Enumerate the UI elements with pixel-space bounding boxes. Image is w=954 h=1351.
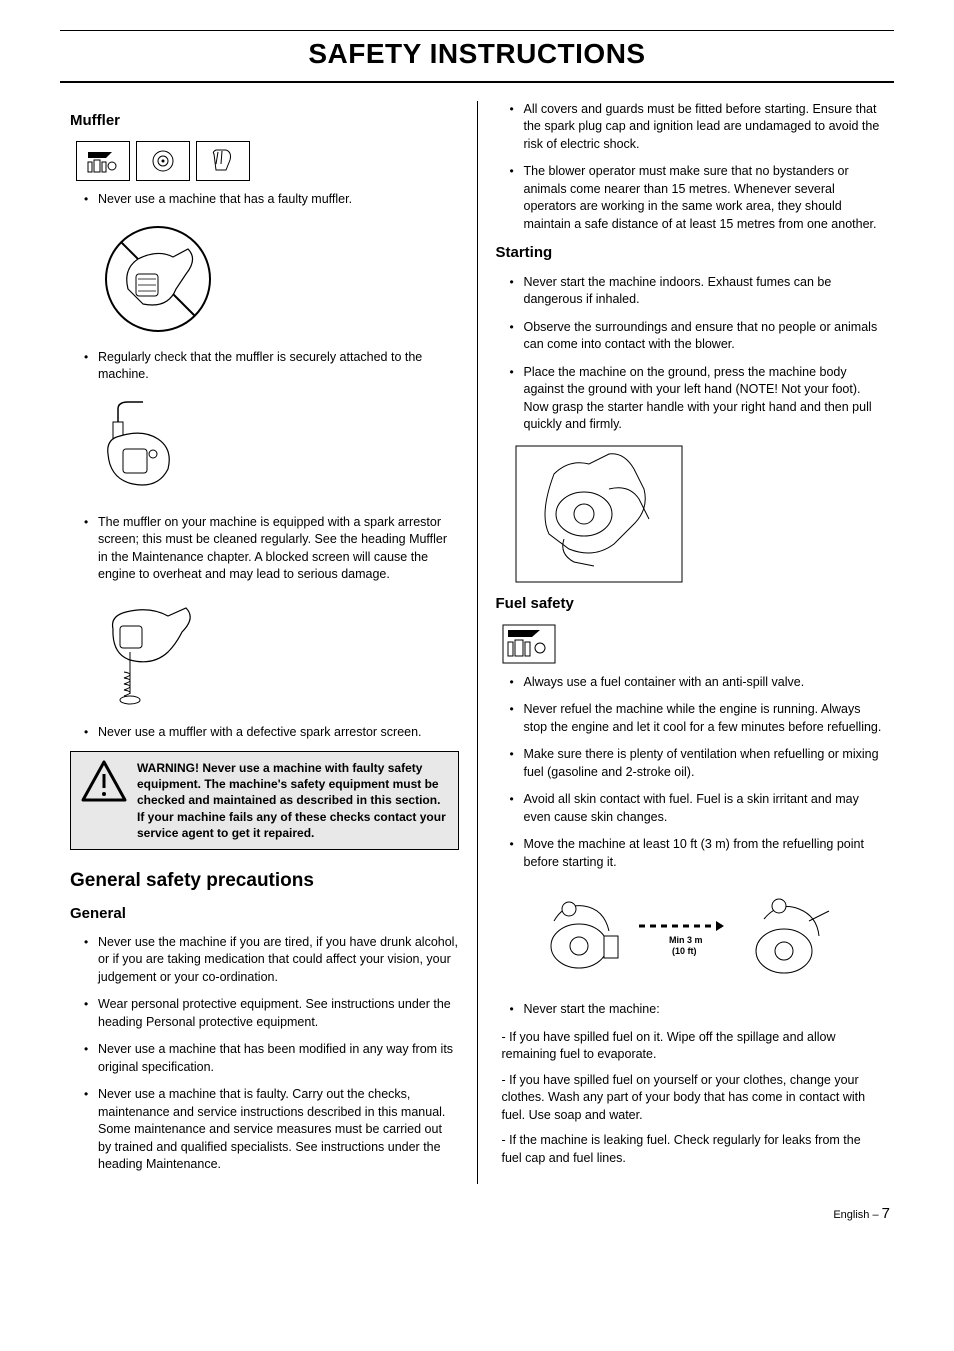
distance-label-1: Min 3 m: [669, 935, 703, 945]
columns: Muffler: [60, 101, 894, 1184]
target-icon: [136, 141, 190, 181]
left-column: Muffler: [60, 101, 478, 1184]
general-bullet-2: Wear personal protective equipment. See …: [70, 996, 459, 1031]
starting-bullet-1: Never start the machine indoors. Exhaust…: [496, 274, 885, 309]
warning-box: WARNING! Never use a machine with faulty…: [70, 751, 459, 850]
general-heading: General: [70, 904, 459, 924]
fuel-para-2: - If you have spilled fuel on yourself o…: [496, 1072, 885, 1125]
page-footer: English – 7: [60, 1204, 894, 1224]
starting-bullet-3: Place the machine on the ground, press t…: [496, 364, 885, 434]
starting-heading: Starting: [496, 243, 885, 263]
distance-label-2: (10 ft): [672, 946, 697, 956]
fuel-station-icon: [76, 141, 130, 181]
general-bullet-3: Never use a machine that has been modifi…: [70, 1041, 459, 1076]
spark-arrestor-figure: [88, 594, 459, 714]
fuel-para-1: - If you have spilled fuel on it. Wipe o…: [496, 1029, 885, 1064]
fuel-bullet-6: Never start the machine:: [496, 1001, 885, 1019]
starting-bullet-2: Observe the surroundings and ensure that…: [496, 319, 885, 354]
fuel-bullet-4: Avoid all skin contact with fuel. Fuel i…: [496, 791, 885, 826]
muffler-check-figure: [88, 394, 459, 504]
precautions-heading: General safety precautions: [70, 868, 459, 894]
fuel-station-small-icon: [502, 624, 885, 664]
muffler-bullet-1: Never use a machine that has a faulty mu…: [70, 191, 459, 209]
crossed-muffler-figure: [88, 219, 459, 339]
page-title: SAFETY INSTRUCTIONS: [60, 30, 894, 83]
right-column: All covers and guards must be fitted bef…: [478, 101, 895, 1184]
muffler-bullet-4: Never use a muffler with a defective spa…: [70, 724, 459, 742]
fuel-bullet-1: Always use a fuel container with an anti…: [496, 674, 885, 692]
gloves-icon: [196, 141, 250, 181]
warning-text: WARNING! Never use a machine with faulty…: [137, 760, 448, 841]
starting-figure: [514, 444, 885, 584]
fuel-heading: Fuel safety: [496, 594, 885, 614]
fuel-bullet-2: Never refuel the machine while the engin…: [496, 701, 885, 736]
muffler-bullet-3: The muffler on your machine is equipped …: [70, 514, 459, 584]
general-bullet-1: Never use the machine if you are tired, …: [70, 934, 459, 987]
muffler-bullet-2: Regularly check that the muffler is secu…: [70, 349, 459, 384]
footer-sep: –: [872, 1209, 878, 1221]
muffler-heading: Muffler: [70, 111, 459, 131]
muffler-icon-row: [76, 141, 459, 181]
fuel-bullet-5: Move the machine at least 10 ft (3 m) fr…: [496, 836, 885, 871]
fuel-bullet-3: Make sure there is plenty of ventilation…: [496, 746, 885, 781]
fuel-distance-figure: Min 3 m (10 ft): [524, 881, 885, 991]
footer-lang: English: [833, 1209, 869, 1221]
general-bullet-4: Never use a machine that is faulty. Carr…: [70, 1086, 459, 1174]
fuel-para-3: - If the machine is leaking fuel. Check …: [496, 1132, 885, 1167]
cont-bullet-1: All covers and guards must be fitted bef…: [496, 101, 885, 154]
warning-triangle-icon: [81, 760, 127, 841]
cont-bullet-2: The blower operator must make sure that …: [496, 163, 885, 233]
footer-page-number: 7: [882, 1205, 890, 1222]
